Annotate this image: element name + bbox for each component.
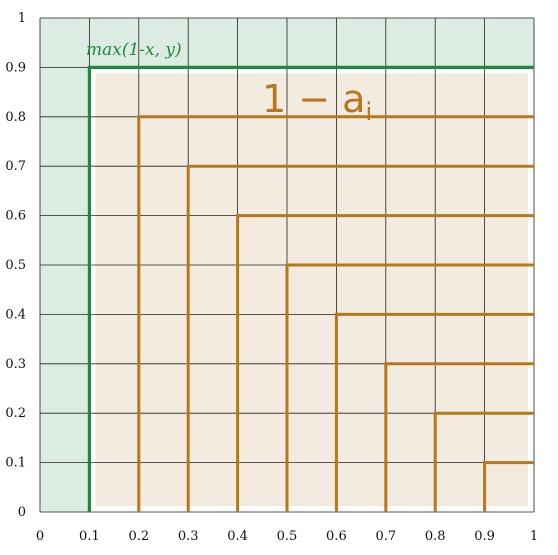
brown-step-line — [186, 164, 534, 512]
green-fill-top — [89, 18, 535, 68]
brown-step-line — [236, 214, 534, 512]
x-tick-label: 0 — [36, 529, 44, 544]
y-tick-label: 0.8 — [5, 110, 26, 125]
y-tick-label: 0.4 — [5, 307, 26, 322]
x-tick-label: 0.3 — [178, 529, 199, 544]
y-tick-label: 0.6 — [5, 209, 26, 224]
y-tick-label: 0.5 — [5, 258, 26, 273]
y-tick-label: 1 — [18, 11, 26, 26]
y-tick-label: 0.1 — [5, 456, 26, 471]
y-tick-label: 0.2 — [5, 406, 26, 421]
x-tick-label: 0.7 — [375, 529, 396, 544]
shaded-regions — [40, 18, 535, 512]
y-tick-label: 0.3 — [5, 357, 26, 372]
x-tick-label: 0.8 — [425, 529, 446, 544]
brown-step-line — [384, 362, 534, 512]
x-tick-label: 0.5 — [277, 529, 298, 544]
y-tick-label: 0.7 — [5, 159, 26, 174]
brown-annotation-main: 1 − a — [262, 77, 365, 121]
green-series-line — [87, 65, 534, 512]
brown-annotation: 1 − ai — [262, 77, 372, 126]
green-line — [87, 65, 534, 512]
y-tick-label: 0 — [18, 505, 26, 520]
brown-step-line — [483, 461, 534, 512]
brown-annotation-subscript: i — [365, 98, 372, 126]
green-annotation: max(1-x, y) — [86, 40, 182, 60]
x-tick-label: 0.1 — [79, 529, 100, 544]
x-tick-label: 0.4 — [227, 529, 248, 544]
x-tick-label: 0.2 — [128, 529, 149, 544]
tick-labels: 0 0.1 0.2 0.3 0.4 0.5 0.6 0.7 0.8 0.9 1 0 0.1 0.2 0.3 0… — [5, 11, 538, 544]
brown-step-line — [334, 312, 534, 512]
brown-step-line — [137, 115, 534, 512]
brown-step-line — [433, 411, 534, 512]
y-tick-label: 0.9 — [5, 60, 26, 75]
x-tick-label: 1 — [530, 529, 538, 544]
brown-step-lines — [137, 115, 534, 512]
x-tick-label: 0.6 — [326, 529, 347, 544]
x-tick-label: 0.9 — [474, 529, 495, 544]
brown-fill — [95, 73, 529, 507]
brown-step-line — [285, 263, 534, 512]
